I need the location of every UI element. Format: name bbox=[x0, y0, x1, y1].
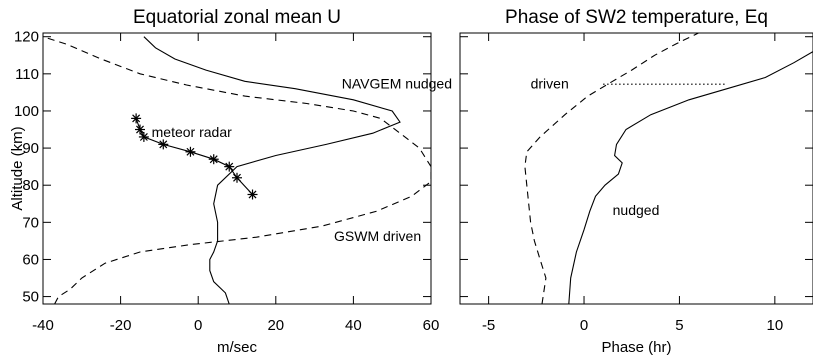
y-axis-label: Altitude (km) bbox=[9, 126, 26, 210]
x-tick-label: 5 bbox=[675, 317, 683, 334]
annotation-label: meteor radar bbox=[152, 124, 232, 140]
data-point-asterisk bbox=[185, 146, 196, 157]
x-tick-label: 60 bbox=[423, 317, 440, 334]
zonal-wind-panel: Equatorial zonal mean U -40 -20 0 20 40 60 50 60… bbox=[9, 7, 452, 356]
x-tick-label: 20 bbox=[267, 317, 284, 334]
series-line-dashed bbox=[524, 33, 699, 304]
y-tick-label: 110 bbox=[15, 66, 39, 83]
series-line-solid bbox=[143, 36, 401, 304]
data-point-asterisk bbox=[138, 131, 149, 142]
x-tick-label: 0 bbox=[194, 317, 202, 334]
x-axis-label: Phase (hr) bbox=[601, 339, 671, 356]
annotation-label: nudged bbox=[613, 202, 660, 218]
data-point-asterisk bbox=[135, 124, 145, 135]
y-tick-label: 70 bbox=[22, 214, 39, 231]
x-tick-label: -20 bbox=[110, 317, 132, 334]
y-tick-label: 120 bbox=[14, 29, 39, 46]
phase-panel: Phase of SW2 temperature, Eq -5 0 5 10 Phase … bbox=[459, 7, 813, 356]
annotation-label: GSWM driven bbox=[334, 228, 421, 244]
plot-area bbox=[524, 33, 813, 304]
y-tick-label: 80 bbox=[22, 177, 39, 194]
data-point-asterisk bbox=[131, 113, 142, 124]
x-tick-label: -40 bbox=[32, 317, 54, 334]
data-point-asterisk bbox=[247, 189, 258, 200]
plot-frame bbox=[42, 32, 432, 305]
data-point-asterisk bbox=[224, 161, 235, 172]
x-tick-label: 0 bbox=[580, 317, 588, 334]
plot-frame bbox=[459, 32, 813, 305]
chart-title: Phase of SW2 temperature, Eq bbox=[505, 7, 768, 28]
x-axis-label: m/sec bbox=[217, 339, 258, 356]
data-point-asterisk bbox=[232, 172, 242, 183]
x-tick-label: 40 bbox=[345, 317, 362, 334]
y-tick-label: 50 bbox=[22, 289, 39, 306]
series-line-dashed bbox=[43, 36, 431, 304]
annotation-label: NAVGEM nudged bbox=[342, 76, 452, 92]
chart-title: Equatorial zonal mean U bbox=[133, 7, 341, 28]
plot-area bbox=[43, 36, 431, 304]
data-point-asterisk bbox=[208, 154, 219, 165]
y-tick-label: 100 bbox=[14, 103, 39, 120]
data-point-asterisk bbox=[158, 139, 169, 150]
x-tick-label: 10 bbox=[766, 317, 783, 334]
y-tick-label: 90 bbox=[22, 140, 39, 157]
y-tick-label: 60 bbox=[22, 251, 39, 268]
x-tick-label: -5 bbox=[482, 317, 495, 334]
series-line-solid bbox=[568, 51, 813, 304]
annotation-label: driven bbox=[531, 76, 569, 92]
